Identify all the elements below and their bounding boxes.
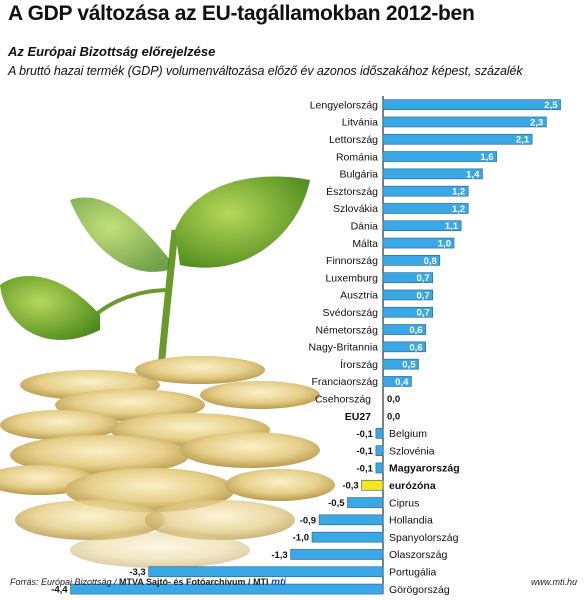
value-label-16: 0,5 [402, 360, 416, 371]
category-label-27: Olaszország [389, 549, 448, 561]
value-label-12: 0,7 [416, 290, 429, 301]
category-label-2: Litvánia [342, 117, 378, 129]
category-label-7: Szlovákia [333, 203, 378, 215]
source-text: Forrás: Európai Bizottság / [10, 577, 120, 587]
category-label-5: Bulgária [339, 169, 378, 181]
source-org: MTVA Sajtó- és Fotóarchívum / MTI [119, 577, 269, 587]
bar-25 [318, 514, 384, 526]
value-label-9: 1,0 [438, 238, 451, 249]
footer-source: Forrás: Európai Bizottság / MTVA Sajtó- … [10, 577, 286, 588]
category-label-4: Románia [336, 151, 378, 163]
bar-5 [382, 168, 483, 180]
bar-17 [382, 376, 412, 387]
category-label-23: eurózóna [389, 480, 436, 492]
bar-12 [382, 289, 434, 301]
category-label-21: Szlovénia [389, 445, 435, 457]
bar-16 [382, 358, 419, 370]
bar-20 [375, 428, 384, 439]
bar-29 [70, 583, 384, 595]
category-label-15: Nagy-Britannia [309, 342, 379, 354]
value-label-19: 0,0 [387, 411, 400, 422]
value-label-8: 1,1 [445, 221, 459, 232]
footer-site: www.mti.hu [530, 577, 577, 587]
bar-22 [375, 462, 384, 474]
bar-24 [347, 497, 384, 508]
bar-15 [382, 341, 426, 353]
value-label-22: -0,1 [357, 463, 374, 474]
bar-9 [382, 237, 455, 249]
bar-7 [382, 203, 469, 214]
category-label-28: Portugália [389, 566, 436, 578]
category-label-6: Észtország [326, 185, 378, 198]
category-label-13: Svédország [323, 307, 379, 319]
category-label-12: Ausztria [340, 290, 378, 302]
category-label-26: Spanyolország [389, 532, 459, 544]
bar-14 [382, 324, 426, 335]
category-label-29: Görögország [389, 584, 450, 596]
bar-27 [290, 549, 384, 560]
bar-11 [382, 272, 434, 283]
value-label-18: 0,0 [387, 394, 400, 405]
bar-6 [382, 185, 469, 197]
bar-2 [382, 116, 547, 128]
category-label-20: Belgium [389, 428, 427, 440]
category-label-17: Franciaország [311, 376, 378, 388]
bar-8 [382, 220, 462, 232]
value-label-17: 0,4 [395, 377, 409, 388]
chart-title: A GDP változása az EU-tagállamokban 2012… [8, 2, 475, 25]
bar-10 [382, 255, 441, 266]
category-label-1: Lengyelország [310, 99, 378, 111]
value-label-27: -1,3 [271, 550, 287, 561]
value-label-13: 0,7 [416, 308, 429, 319]
chart-description: A bruttó hazai termék (GDP) volumenválto… [8, 64, 523, 78]
category-label-11: Luxemburg [325, 272, 378, 284]
value-label-7: 1,2 [452, 204, 465, 215]
value-label-15: 0,6 [409, 342, 422, 353]
value-label-4: 1,6 [480, 152, 493, 163]
value-label-28: -3,3 [129, 567, 145, 578]
bar-13 [382, 306, 434, 318]
category-label-3: Lettország [329, 134, 378, 146]
category-label-16: Írország [340, 358, 378, 371]
value-label-24: -0,5 [328, 498, 345, 509]
value-label-5: 1,4 [466, 169, 480, 180]
mti-logo: mti [271, 577, 287, 588]
value-label-21: -0,1 [357, 446, 374, 457]
value-label-11: 0,7 [416, 273, 429, 284]
value-label-1: 2,5 [544, 100, 558, 111]
bar-28 [148, 566, 384, 578]
bar-1 [382, 99, 561, 110]
category-label-14: Németország [316, 324, 379, 336]
value-label-23: -0,3 [342, 481, 358, 492]
value-label-25: -0,9 [300, 515, 316, 526]
category-label-22: Magyarország [389, 463, 460, 475]
value-label-2: 2,3 [530, 117, 543, 128]
category-label-25: Hollandia [389, 515, 433, 527]
bar-3 [382, 133, 533, 145]
value-label-29: -4,4 [51, 584, 68, 595]
value-label-6: 1,2 [452, 187, 465, 198]
category-label-24: Ciprus [389, 497, 419, 509]
category-label-8: Dánia [351, 220, 379, 232]
chart-subtitle: Az Európai Bizottság előrejelzése [8, 44, 216, 59]
category-label-18: Csehország [315, 393, 371, 405]
value-label-14: 0,6 [409, 325, 422, 336]
value-label-26: -1,0 [293, 533, 309, 544]
category-label-10: Finnország [326, 255, 378, 267]
value-label-10: 0,8 [424, 256, 437, 267]
bar-21 [375, 445, 384, 456]
bar-23 [361, 479, 384, 491]
category-label-9: Málta [352, 238, 378, 250]
bar-26 [311, 531, 384, 543]
seedling-coins-illustration [0, 176, 335, 568]
category-label-19: EU27 [345, 411, 371, 423]
value-label-20: -0,1 [357, 429, 374, 440]
bar-4 [382, 151, 497, 162]
value-label-3: 2,1 [516, 135, 530, 146]
